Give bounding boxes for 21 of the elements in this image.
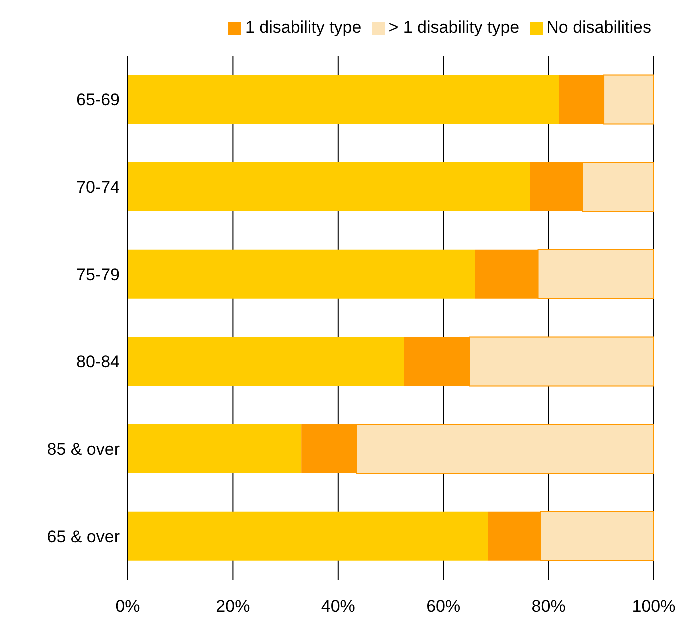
x-tick-label: 40% (321, 597, 356, 616)
y-tick-label: 65 & over (47, 527, 120, 546)
y-tick-label: 80-84 (76, 352, 120, 372)
x-tick-label: 80% (532, 597, 566, 616)
legend-label: > 1 disability type (388, 18, 520, 37)
legend-label: 1 disability type (245, 18, 362, 37)
y-tick-label: 75-79 (76, 265, 120, 284)
x-tick-label: 0% (116, 597, 140, 616)
y-tick-label: 85 & over (47, 440, 120, 460)
bar (128, 337, 404, 386)
legend-label: No disabilities (546, 18, 652, 37)
x-tick-label: 20% (216, 597, 250, 616)
bar (128, 512, 488, 561)
y-tick-label: 70-74 (76, 178, 120, 198)
x-tick-label: 100% (632, 597, 676, 616)
bar (128, 162, 530, 212)
x-tick-label: 60% (426, 597, 461, 616)
bar (128, 75, 560, 124)
y-tick-label: 65-69 (76, 90, 120, 110)
bar (128, 250, 476, 299)
bar (128, 424, 302, 474)
